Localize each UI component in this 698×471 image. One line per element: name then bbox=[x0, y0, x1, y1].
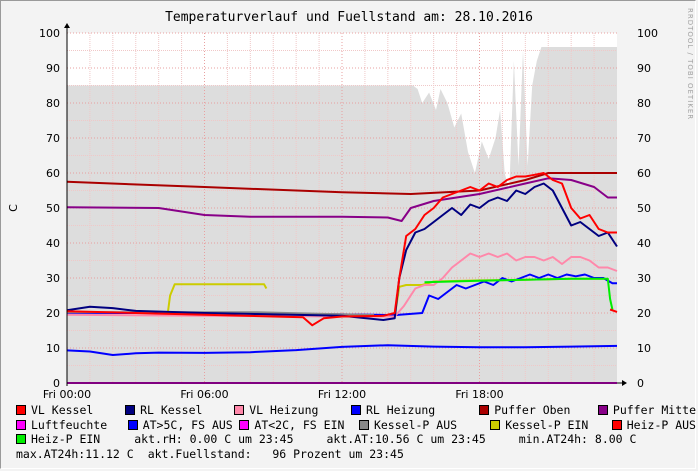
legend-row-2: Luftfeuchte AT>5C, FS AUS AT<2C, FS EIN Kes… bbox=[16, 418, 696, 433]
y-tick-label-right: 100 bbox=[637, 27, 658, 40]
y-tick-label-left: 30 bbox=[46, 272, 60, 285]
legend-item: Heiz-P EIN bbox=[16, 432, 100, 447]
legend-label: AT<2C, FS EIN bbox=[254, 417, 345, 432]
stat-at: akt.AT:10.56 C um 23:45 bbox=[326, 432, 486, 446]
legend-label: Luftfeuchte bbox=[31, 417, 108, 432]
y-axis-label: C bbox=[7, 204, 20, 212]
legend-swatch bbox=[611, 419, 622, 430]
x-tick-label: Fri 06:00 bbox=[180, 388, 228, 400]
legend-label: Heiz-P EIN bbox=[31, 432, 101, 446]
legend-swatch bbox=[490, 419, 501, 430]
legend-label: Kessel-P EIN bbox=[505, 417, 589, 432]
x-tick-label: Fri 18:00 bbox=[455, 388, 503, 400]
y-tick-label-left: 50 bbox=[46, 202, 60, 215]
y-tick-label-right: 30 bbox=[637, 272, 651, 285]
legend-item: RL Heizung bbox=[350, 403, 479, 418]
legend-swatch bbox=[127, 419, 138, 430]
legend-item: Puffer Oben bbox=[479, 403, 598, 418]
legend-row-4: max.AT24h:11.12 C akt.Fuellstand: 96 Pro… bbox=[16, 447, 696, 462]
stat-fuellstand: akt.Fuellstand: 96 Prozent um 23:45 bbox=[147, 446, 404, 461]
legend-swatch bbox=[350, 405, 361, 416]
y-tick-label-left: 40 bbox=[46, 237, 60, 250]
legend-item: AT>5C, FS AUS bbox=[127, 417, 240, 433]
legend-label: VL Kessel bbox=[31, 403, 94, 417]
series-vl-heizung-line bbox=[66, 252, 618, 318]
y-tick-label-left: 70 bbox=[46, 132, 60, 145]
series-puffer-mitte-line bbox=[66, 177, 617, 222]
legend-swatch bbox=[234, 405, 245, 416]
legend-item: VL Kessel bbox=[16, 403, 125, 418]
legend-label: RL Heizung bbox=[365, 403, 436, 417]
legend-label: Puffer Mitte bbox=[612, 403, 696, 417]
y-tick-label-right: 10 bbox=[637, 342, 651, 355]
x-tick-label: Fri 00:00 bbox=[43, 388, 91, 400]
legend-row-1: VL Kessel RL Kessel VL Heizung RL Heizung Pu… bbox=[16, 403, 696, 418]
legend-label: AT>5C, FS AUS bbox=[142, 417, 233, 432]
legend-item: Luftfeuchte bbox=[16, 418, 128, 433]
legend-swatch bbox=[597, 405, 608, 416]
legend-label: Puffer Oben bbox=[494, 403, 571, 417]
legend-label: VL Heizung bbox=[249, 403, 319, 417]
x-axis-arrow bbox=[622, 380, 627, 386]
legend-swatch bbox=[479, 405, 490, 416]
y-tick-label-left: 100 bbox=[39, 27, 60, 40]
chart-title: Temperaturverlauf und Fuellstand am: 28.… bbox=[165, 10, 533, 25]
series-heiz-p-ein-line bbox=[424, 277, 614, 310]
chart: Temperaturverlauf und Fuellstand am: 28.… bbox=[7, 8, 694, 400]
x-tick-label: Fri 12:00 bbox=[318, 388, 366, 400]
legend-item: AT<2C, FS EIN bbox=[239, 418, 359, 433]
legend: VL Kessel RL Kessel VL Heizung RL Heizung Pu… bbox=[16, 403, 696, 461]
y-tick-label-left: 60 bbox=[46, 167, 60, 180]
legend-item: Puffer Mitte bbox=[597, 403, 696, 418]
y-tick-label-right: 80 bbox=[637, 97, 651, 110]
legend-swatch bbox=[16, 419, 26, 430]
y-tick-label-right: 90 bbox=[637, 62, 651, 75]
y-tick-label-left: 20 bbox=[46, 307, 60, 320]
y-tick-label-right: 0 bbox=[637, 377, 644, 390]
legend-item: Kessel-P EIN bbox=[490, 418, 612, 433]
series-rl-heizung-line bbox=[66, 344, 618, 356]
series-vl-kessel-line bbox=[66, 172, 617, 327]
legend-swatch bbox=[16, 434, 26, 445]
series-at-5c-fs-aus-line bbox=[67, 273, 617, 317]
legend-item: Heiz-P AUS bbox=[611, 417, 696, 433]
series-rl-kessel-line bbox=[66, 182, 618, 321]
y-tick-label-left: 10 bbox=[46, 342, 60, 355]
y-tick-label-left: 90 bbox=[46, 62, 60, 75]
fuellstand-area bbox=[67, 47, 617, 383]
y-tick-label-right: 50 bbox=[637, 202, 651, 215]
series-heiz-p-aus-line bbox=[609, 308, 618, 313]
y-axis-arrow bbox=[64, 23, 70, 28]
legend-label: Heiz-P AUS bbox=[626, 417, 696, 432]
legend-swatch bbox=[358, 419, 369, 430]
y-tick-label-left: 0 bbox=[53, 377, 60, 390]
series-kessel-p-ein-line bbox=[166, 283, 268, 314]
legend-item: VL Heizung bbox=[234, 403, 351, 418]
stat-max: max.AT24h:11.12 C bbox=[16, 446, 134, 461]
legend-label: RL Kessel bbox=[140, 403, 203, 417]
watermark: RRDTOOL / TOBI OETIKER bbox=[686, 8, 694, 120]
legend-label: Kessel-P AUS bbox=[373, 417, 458, 432]
y-tick-label-right: 60 bbox=[637, 167, 651, 180]
y-tick-label-left: 80 bbox=[46, 97, 60, 110]
stat-rh: akt.rH: 0.00 C um 23:45 bbox=[134, 432, 294, 446]
y-tick-label-right: 70 bbox=[637, 132, 651, 145]
legend-item: RL Kessel bbox=[125, 403, 234, 418]
y-tick-label-right: 40 bbox=[637, 237, 651, 250]
legend-swatch bbox=[16, 405, 26, 416]
legend-swatch bbox=[125, 405, 136, 416]
stat-min: min.AT24h: 8.00 C bbox=[518, 432, 637, 446]
legend-swatch bbox=[239, 419, 250, 430]
legend-item: Kessel-P AUS bbox=[358, 417, 490, 433]
y-tick-label-right: 20 bbox=[637, 307, 651, 320]
legend-row-3: Heiz-P EIN akt.rH: 0.00 C um 23:45 akt.A… bbox=[16, 432, 696, 447]
